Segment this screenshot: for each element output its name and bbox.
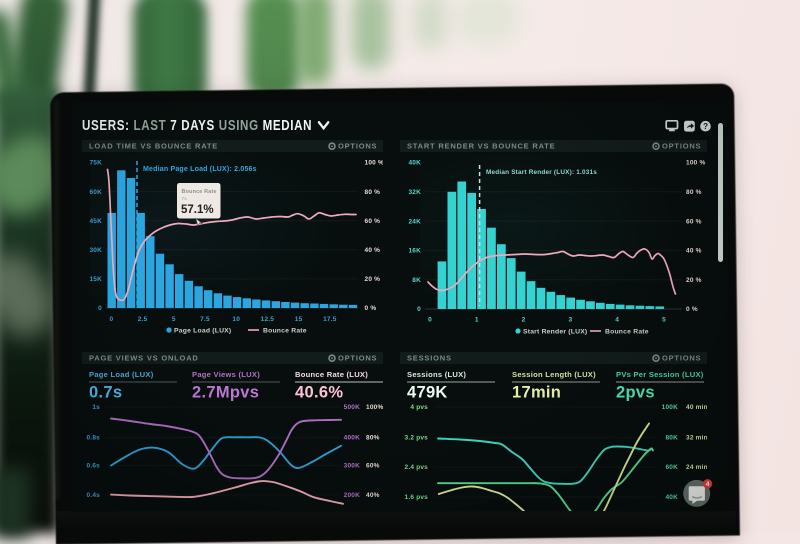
svg-text:OPTIONS: OPTIONS [662, 354, 701, 363]
svg-text:7s: 7s [182, 196, 188, 202]
svg-text:5: 5 [172, 316, 176, 323]
svg-text:60%: 60% [366, 463, 380, 470]
svg-text:15K: 15K [89, 276, 102, 283]
svg-text:80 %: 80 % [686, 189, 702, 196]
svg-text:20 %: 20 % [365, 276, 381, 283]
svg-text:PVs Per Session (LUX): PVs Per Session (LUX) [616, 370, 704, 379]
svg-text:0: 0 [417, 306, 421, 313]
svg-text:0.7s: 0.7s [89, 384, 122, 402]
svg-text:40K: 40K [665, 494, 678, 501]
svg-text:40.6%: 40.6% [295, 384, 343, 402]
svg-text:80K: 80K [665, 434, 678, 441]
svg-text:24 min: 24 min [686, 464, 707, 471]
svg-text:100 %: 100 % [365, 160, 384, 167]
svg-text:40%: 40% [366, 492, 380, 499]
svg-text:0 %: 0 % [686, 306, 698, 313]
svg-text:80%: 80% [366, 435, 380, 442]
svg-text:80 %: 80 % [365, 189, 381, 196]
svg-text:20 %: 20 % [686, 277, 702, 284]
svg-text:OPTIONS: OPTIONS [662, 142, 701, 151]
svg-text:1s: 1s [92, 404, 100, 411]
svg-text:30K: 30K [89, 247, 102, 254]
svg-text:200K: 200K [344, 492, 360, 499]
svg-text:Start Render (LUX): Start Render (LUX) [523, 328, 587, 335]
svg-text:16K: 16K [408, 248, 421, 255]
svg-text:Session Length (LUX): Session Length (LUX) [512, 370, 596, 379]
svg-text:57.1%: 57.1% [181, 204, 214, 216]
svg-text:60K: 60K [89, 189, 102, 196]
svg-text:4 pvs: 4 pvs [410, 404, 428, 411]
svg-text:40K: 40K [408, 160, 421, 167]
svg-text:0: 0 [109, 316, 113, 323]
svg-text:START RENDER VS BOUNCE RATE: START RENDER VS BOUNCE RATE [407, 142, 555, 151]
svg-text:60K: 60K [665, 464, 678, 471]
svg-text:OPTIONS: OPTIONS [338, 354, 377, 363]
svg-text:32K: 32K [408, 189, 421, 196]
svg-text:100%: 100% [366, 404, 383, 411]
svg-text:Bounce Rate: Bounce Rate [263, 327, 307, 334]
svg-text:0 %: 0 % [365, 305, 377, 312]
svg-text:10: 10 [232, 316, 240, 323]
svg-text:0.4s: 0.4s [87, 492, 101, 499]
svg-text:0.6s: 0.6s [87, 463, 101, 470]
svg-text:0: 0 [428, 317, 432, 324]
svg-text:Bounce Rate: Bounce Rate [182, 189, 217, 195]
svg-text:2.5: 2.5 [138, 316, 148, 323]
svg-text:Page Load (LUX): Page Load (LUX) [174, 327, 231, 334]
svg-text:Bounce Rate: Bounce Rate [605, 328, 649, 335]
svg-text:100 %: 100 % [686, 160, 705, 167]
svg-text:4: 4 [706, 481, 710, 488]
svg-text:32 min: 32 min [686, 434, 707, 441]
svg-text:3: 3 [568, 317, 572, 324]
svg-text:Page Views (LUX): Page Views (LUX) [192, 370, 260, 379]
svg-text:300K: 300K [344, 463, 360, 470]
svg-text:24K: 24K [408, 218, 421, 225]
svg-text:1: 1 [475, 317, 479, 324]
svg-text:12.5: 12.5 [261, 316, 275, 323]
svg-text:2.4 pvs: 2.4 pvs [405, 464, 429, 471]
svg-text:1.6 pvs: 1.6 pvs [405, 494, 429, 501]
svg-text:Median Start Render (LUX): 1.0: Median Start Render (LUX): 1.031s [486, 169, 597, 176]
svg-text:Sessions (LUX): Sessions (LUX) [407, 370, 466, 379]
svg-text:75K: 75K [89, 160, 102, 167]
svg-text:40 %: 40 % [365, 247, 381, 254]
svg-text:45K: 45K [89, 218, 102, 225]
svg-text:17min: 17min [512, 384, 561, 402]
svg-text:0.8s: 0.8s [87, 435, 101, 442]
svg-text:7.5: 7.5 [200, 316, 210, 323]
svg-text:500K: 500K [344, 404, 360, 411]
svg-text:SESSIONS: SESSIONS [407, 354, 452, 363]
svg-text:2: 2 [522, 317, 526, 324]
svg-text:40 min: 40 min [686, 404, 707, 411]
svg-text:3.2 pvs: 3.2 pvs [405, 434, 429, 441]
svg-text:Bounce Rate (LUX): Bounce Rate (LUX) [295, 370, 368, 379]
svg-text:4: 4 [615, 317, 619, 324]
svg-text:PAGE VIEWS VS ONLOAD: PAGE VIEWS VS ONLOAD [89, 354, 199, 363]
svg-text:LOAD TIME VS BOUNCE RATE: LOAD TIME VS BOUNCE RATE [89, 142, 218, 151]
svg-text:0: 0 [98, 305, 102, 312]
svg-text:OPTIONS: OPTIONS [338, 142, 377, 151]
svg-text:Page Load (LUX): Page Load (LUX) [89, 370, 154, 379]
svg-text:400K: 400K [344, 435, 360, 442]
svg-text:5: 5 [662, 317, 666, 324]
svg-text:17.5: 17.5 [323, 316, 337, 323]
svg-text:100K: 100K [662, 404, 678, 411]
svg-text:60 %: 60 % [365, 218, 381, 225]
svg-text:60 %: 60 % [686, 218, 702, 225]
svg-text:2.7Mpvs: 2.7Mpvs [192, 384, 259, 402]
svg-text:Median Page Load (LUX): 2.056s: Median Page Load (LUX): 2.056s [143, 166, 257, 173]
svg-text:2pvs: 2pvs [616, 384, 655, 402]
svg-text:8K: 8K [412, 277, 421, 284]
svg-text:?: ? [703, 122, 708, 131]
svg-text:15: 15 [295, 316, 303, 323]
svg-text:40 %: 40 % [686, 248, 702, 255]
svg-text:479K: 479K [407, 384, 448, 402]
